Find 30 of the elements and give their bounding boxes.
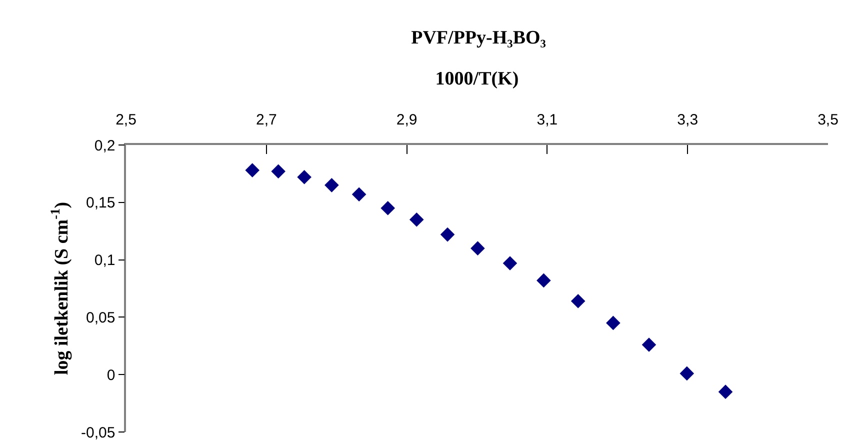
point [470, 241, 485, 256]
point [642, 338, 656, 352]
x-tick-label: 3,3 [677, 111, 698, 128]
x-axis-title: 1000/T(K) [435, 68, 519, 90]
point [271, 164, 286, 179]
point [245, 163, 260, 178]
point [324, 178, 339, 192]
point [297, 170, 312, 184]
x-tick-label: 2,7 [256, 111, 277, 128]
point [536, 273, 551, 288]
point [606, 316, 620, 330]
point [680, 366, 694, 381]
x-tick-label: 2,5 [116, 111, 136, 128]
point [718, 384, 733, 399]
point [380, 200, 395, 216]
point [440, 227, 455, 242]
point [570, 294, 586, 308]
y-tick-label: 0 [106, 366, 116, 384]
y-tick-label: 0,2 [94, 137, 116, 154]
y-tick-label: 0,1 [94, 252, 116, 270]
chart-title: PVF/PPy-H₃BO₃ [411, 28, 546, 49]
point [352, 187, 366, 202]
point [409, 212, 424, 227]
x-tick-label: 3,1 [536, 111, 558, 128]
point [502, 256, 518, 270]
y-tick-label: -0,05 [81, 424, 116, 442]
x-tick-label: 3,5 [818, 111, 838, 128]
y-tick-label: 0,15 [86, 194, 116, 212]
x-tick-label: 2,9 [396, 111, 418, 128]
y-tick-label: 0,05 [86, 309, 116, 326]
